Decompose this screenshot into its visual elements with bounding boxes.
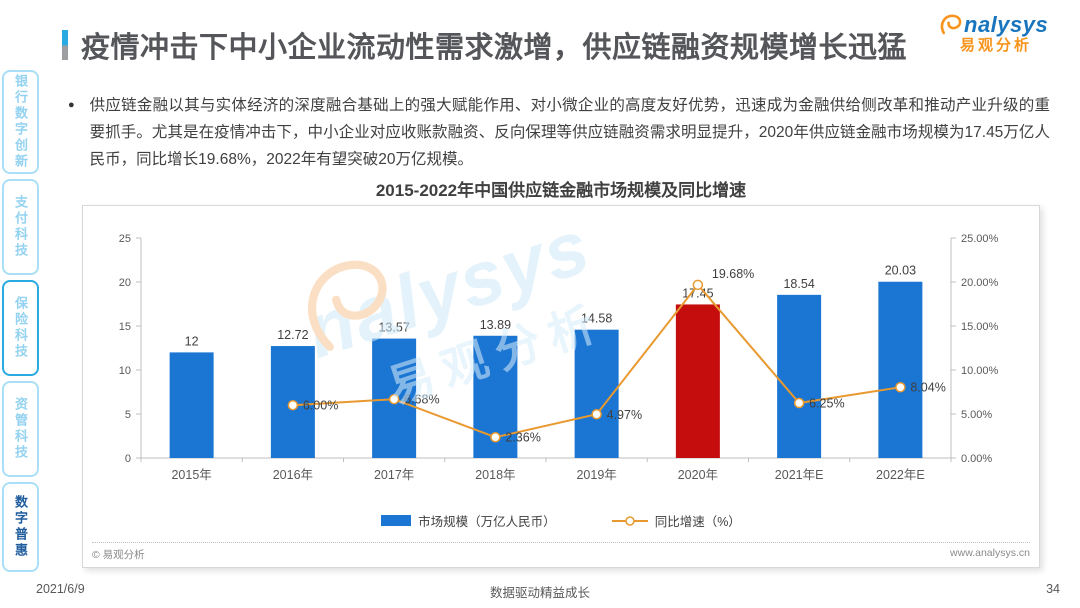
bar-label: 18.54 — [783, 277, 814, 291]
sidebar-item-insurance-tech[interactable]: 保险科技 — [2, 280, 39, 376]
body-block: ● 供应链金融以其与实体经济的深度融合基础上的强大赋能作用、对小微企业的高度友好… — [68, 92, 1050, 173]
bar-label: 13.57 — [378, 321, 409, 335]
left-axis-label: 5 — [125, 409, 131, 421]
line-label: 6.68% — [404, 393, 439, 407]
bar-label: 12.72 — [277, 328, 308, 342]
right-axis-label: 10.00% — [961, 365, 999, 377]
x-axis-label: 2017年 — [374, 468, 414, 482]
legend-line-marker — [611, 515, 648, 526]
left-axis-label: 10 — [119, 365, 131, 377]
x-axis-label: 2022年E — [876, 468, 925, 482]
line-point-2020年 — [692, 279, 704, 291]
bar-2015年 — [169, 352, 214, 458]
x-axis-label: 2020年 — [678, 468, 718, 482]
footer: 2021/6/9 数据驱动精益成长 34 — [0, 582, 1080, 600]
legend-item-growth-rate: 同比增速（%） — [611, 511, 741, 530]
chart-legend: 市场规模（万亿人民币） 同比增速（%） — [83, 511, 1039, 530]
sidebar: 银行数字创新支付科技保险科技资管科技数字普惠 — [2, 70, 39, 572]
line-point-2022年E — [895, 381, 906, 393]
right-axis-label: 15.00% — [961, 321, 999, 333]
line-point-2016年 — [287, 399, 299, 411]
market-chart: 0 5 10 15 20 25 0.00% 5.00% 10.00% 15.00% 20.00% 25… — [119, 233, 999, 482]
bar-label: 20.03 — [885, 264, 916, 278]
bar-2019年 — [574, 329, 619, 458]
sidebar-item-label: 资管科技 — [13, 397, 28, 461]
title-accent-bar — [62, 30, 68, 60]
line-label: 6.25% — [809, 397, 844, 411]
left-axis-label: 25 — [119, 233, 131, 245]
line-label: 2.36% — [505, 431, 540, 445]
sidebar-item-bank-digital-innovation[interactable]: 银行数字创新 — [2, 70, 39, 174]
sidebar-item-label: 银行数字创新 — [13, 74, 28, 170]
line-point-2017年 — [388, 393, 400, 405]
line-label: 6.00% — [303, 399, 338, 413]
brand-name: nalysys — [964, 12, 1049, 37]
brand-logo: nalysys 易观分析 — [938, 12, 1074, 53]
right-axis-label: 5.00% — [961, 409, 992, 421]
bar-2022年E — [878, 281, 923, 458]
x-axis-label: 2018年 — [475, 468, 515, 482]
sidebar-item-label: 保险科技 — [13, 296, 28, 360]
header: 疫情冲击下中小企业流动性需求激增，供应链融资规模增长迅猛 — [62, 24, 907, 66]
x-axis-label: 2021年E — [775, 468, 824, 482]
chart-title: 2015-2022年中国供应链金融市场规模及同比增速 — [375, 181, 747, 200]
dotted-divider — [92, 542, 1030, 543]
sidebar-item-label: 数字普惠 — [13, 495, 28, 559]
right-axis-label: 0.00% — [961, 453, 992, 465]
bar-label: 17.45 — [682, 286, 713, 300]
footer-slogan: 数据驱动精益成长 — [489, 586, 590, 600]
bullet-icon: ● — [68, 99, 75, 111]
sidebar-item-digital-inclusion[interactable]: 数字普惠 — [2, 482, 39, 572]
line-point-2018年 — [490, 431, 501, 443]
line-point-2021年E — [793, 397, 805, 409]
bar-label: 12 — [185, 334, 199, 348]
left-axis-label: 20 — [119, 277, 131, 289]
page-number: 34 — [1046, 582, 1060, 596]
chart-panel: nalysys 易观分析 0 5 10 15 20 25 0.00% 5.00% 10.00% 1… — [82, 204, 1040, 568]
bar-label: 14.58 — [581, 312, 612, 326]
chart-website: www.analysys.cn — [950, 547, 1030, 559]
right-axis-label: 20.00% — [961, 277, 999, 289]
x-axis-label: 2019年 — [576, 468, 616, 482]
left-axis-label: 0 — [125, 453, 131, 465]
x-axis-label: 2016年 — [273, 468, 313, 482]
x-axis-label: 2015年 — [171, 468, 211, 482]
body-paragraph: 供应链金融以其与实体经济的深度融合基础上的强大赋能作用、对小微企业的高度友好优势… — [89, 97, 1050, 169]
left-axis-label: 15 — [119, 321, 131, 333]
legend-item-market-size: 市场规模（万亿人民币） — [381, 511, 556, 530]
bar-2021年E — [777, 294, 822, 458]
analysys-swoosh-icon — [940, 14, 962, 35]
line-label: 8.04% — [910, 381, 945, 395]
sidebar-item-label: 支付科技 — [13, 195, 28, 259]
bar-label: 13.89 — [480, 318, 511, 332]
line-label: 19.68% — [712, 267, 754, 281]
bar-2020年 — [675, 304, 720, 458]
brand-name-cn: 易观分析 — [960, 37, 1033, 54]
legend-bar-swatch — [381, 515, 412, 526]
line-label: 4.97% — [607, 408, 642, 422]
sidebar-item-asset-mgmt-tech[interactable]: 资管科技 — [2, 381, 39, 477]
legend-label: 市场规模（万亿人民币） — [418, 515, 556, 529]
footer-date: 2021/6/9 — [36, 582, 85, 596]
legend-label: 同比增速（%） — [654, 515, 741, 529]
page-title: 疫情冲击下中小企业流动性需求激增，供应链融资规模增长迅猛 — [81, 32, 908, 64]
line-point-2019年 — [591, 409, 602, 420]
sidebar-item-payment-tech[interactable]: 支付科技 — [2, 179, 39, 275]
chart-copyright: © 易观分析 — [92, 549, 145, 561]
right-axis-label: 25.00% — [961, 233, 999, 245]
panel-bottom: © 易观分析 www.analysys.cn — [92, 542, 1030, 562]
